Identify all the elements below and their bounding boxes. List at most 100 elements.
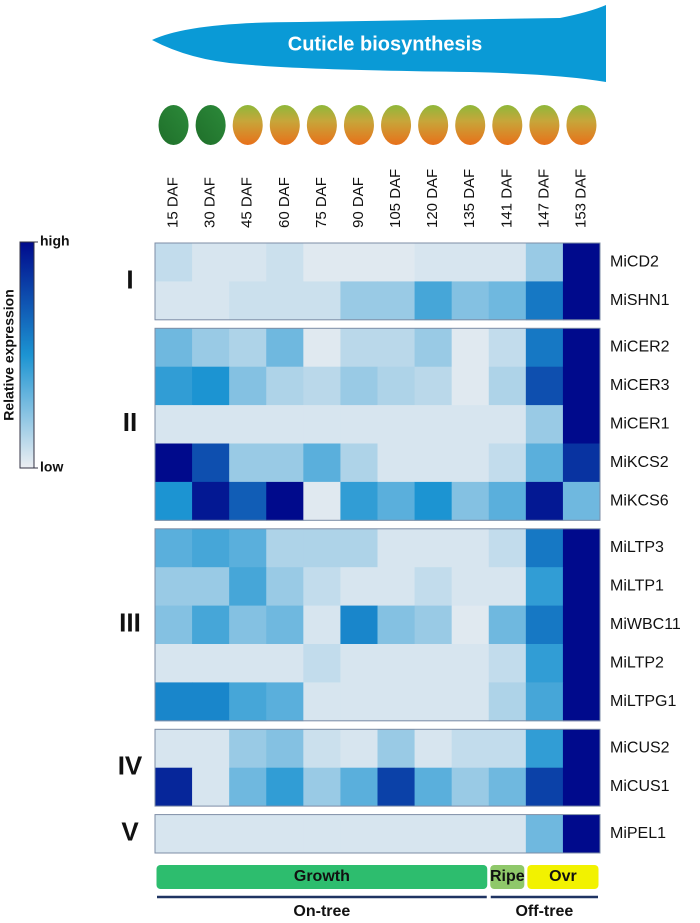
heatmap-cell	[340, 281, 378, 321]
heatmap-cell	[414, 405, 453, 444]
title-shape	[152, 5, 606, 82]
heatmap-cell	[451, 729, 490, 769]
heatmap-cell	[155, 682, 193, 722]
heatmap-cell	[155, 729, 193, 769]
group-label: II	[123, 407, 137, 437]
heatmap-cell	[266, 243, 304, 282]
heatmap-cell	[229, 328, 267, 368]
heatmap-cell	[488, 767, 527, 807]
x-tick-label: 147 DAF	[535, 169, 552, 228]
location-label: On-tree	[293, 903, 350, 920]
heatmap-cell	[340, 328, 378, 368]
heatmap-cell	[488, 729, 527, 769]
heatmap-cell	[303, 328, 341, 368]
heatmap-cell	[155, 481, 193, 521]
heatmap-cell	[155, 528, 193, 568]
heatmap-cell	[229, 729, 267, 769]
heatmap-cell	[562, 644, 601, 683]
heatmap-cell	[451, 405, 490, 444]
heatmap-cell	[488, 605, 527, 645]
heatmap-cell	[488, 528, 527, 568]
chart-title: Cuticle biosynthesis	[288, 33, 483, 55]
heatmap-cell	[562, 682, 601, 722]
heatmap-cell	[377, 814, 415, 854]
heatmap-cell	[414, 605, 453, 645]
heatmap-cell	[414, 481, 453, 521]
heatmap-cell	[266, 366, 304, 406]
group-label: III	[119, 608, 141, 638]
heatmap-cell	[155, 814, 193, 854]
heatmap-cell	[451, 281, 490, 321]
heatmap-cell	[377, 481, 415, 521]
heatmap-cell	[229, 767, 267, 807]
heatmap-cell	[266, 567, 304, 606]
heatmap-cell	[377, 281, 415, 321]
heatmap-cell	[192, 729, 230, 769]
heatmap-cell	[451, 767, 490, 807]
heatmap-cell	[266, 481, 304, 521]
phase-label: Growth	[294, 868, 350, 885]
fruit-icon	[492, 105, 523, 145]
row-label: MiCUS1	[610, 778, 670, 795]
heatmap-cell	[562, 729, 601, 769]
heatmap-cell	[340, 814, 378, 854]
heatmap-cell	[266, 729, 304, 769]
x-tick-label: 60 DAF	[276, 177, 293, 228]
heatmap-cell	[155, 567, 193, 606]
heatmap-cell	[451, 682, 490, 722]
phase-bar	[490, 865, 525, 889]
heatmap-cell	[377, 767, 415, 807]
heatmap-cell	[229, 243, 267, 282]
heatmap-cell	[303, 366, 341, 406]
heatmap-cell	[192, 405, 230, 444]
heatmap-cell	[377, 405, 415, 444]
heatmap-cell	[340, 682, 378, 722]
fruit-icon	[232, 105, 263, 145]
heatmap-cell	[451, 644, 490, 683]
x-tick-label: 30 DAF	[202, 177, 219, 228]
heatmap-cell	[266, 528, 304, 568]
group-frame	[154, 327, 601, 521]
heatmap-cell	[377, 243, 415, 282]
x-tick-label: 75 DAF	[313, 177, 330, 228]
row-label: MiSHN1	[610, 292, 670, 309]
x-tick-label: 120 DAF	[424, 169, 441, 228]
row-label: MiCER3	[610, 377, 670, 394]
heatmap-cell	[192, 481, 230, 521]
heatmap-cell	[340, 366, 378, 406]
heatmap-cell	[414, 567, 453, 606]
heatmap-cell	[229, 443, 267, 483]
heatmap-cell	[525, 682, 564, 722]
heatmap-cell	[377, 443, 415, 483]
x-tick-label: 153 DAF	[572, 169, 589, 228]
fruit-icon	[566, 105, 597, 145]
heatmap-cell	[451, 528, 490, 568]
heatmap-cell	[525, 644, 564, 683]
heatmap-cell	[525, 814, 564, 854]
heatmap-cell	[192, 328, 230, 368]
heatmap-cell	[488, 328, 527, 368]
heatmap-cell	[340, 243, 378, 282]
heatmap-cell	[155, 243, 193, 282]
x-tick-label: 45 DAF	[239, 177, 256, 228]
heatmap-cell	[414, 528, 453, 568]
colorbar-label: Relative expression	[1, 289, 17, 421]
heatmap-cell	[229, 528, 267, 568]
heatmap-cell	[414, 366, 453, 406]
heatmap-cell	[525, 328, 564, 368]
heatmap-cell	[229, 366, 267, 406]
heatmap-cell	[266, 405, 304, 444]
heatmap-cell	[192, 243, 230, 282]
heatmap-cell	[562, 281, 601, 321]
heatmap-cell	[525, 528, 564, 568]
group-frame	[154, 528, 601, 722]
fruit-icon	[269, 105, 300, 145]
heatmap-cell	[488, 243, 527, 282]
heatmap-cell	[562, 243, 601, 282]
heatmap-cell	[340, 443, 378, 483]
fruit-icon	[195, 105, 226, 145]
phase-bar	[156, 865, 488, 889]
heatmap-cell	[414, 767, 453, 807]
fruit-icon	[418, 105, 449, 145]
heatmap-cell	[525, 281, 564, 321]
